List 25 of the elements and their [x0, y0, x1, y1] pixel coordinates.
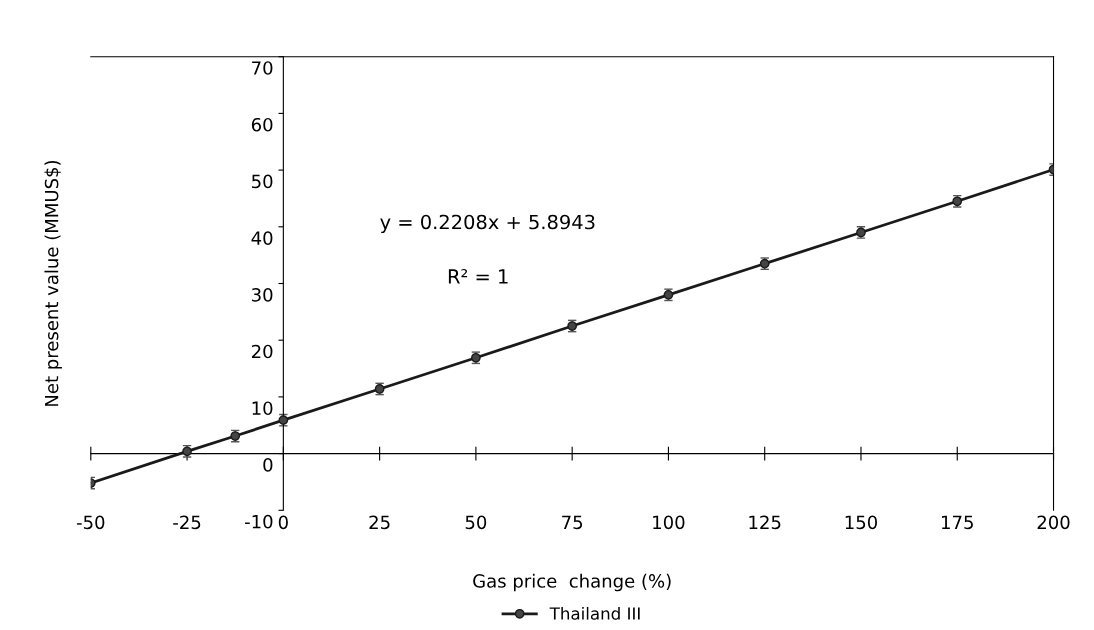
- y-tick-label: 60: [251, 117, 273, 132]
- y-tick-label: 10: [252, 401, 273, 416]
- x-tick-label: 50: [465, 515, 487, 530]
- y-axis-title: Net present value (MMUS$): [44, 160, 62, 406]
- x-tick-label: 75: [562, 515, 583, 530]
- x-tick-label: 150: [845, 515, 878, 530]
- y-tick-label: 0: [263, 458, 273, 472]
- y-tick-label: 20: [251, 344, 273, 359]
- y-tick-label: 30: [252, 287, 273, 302]
- x-tick-label: -50: [76, 515, 105, 530]
- x-tick-label: 125: [749, 515, 781, 530]
- annotation: R² = 1: [448, 269, 508, 284]
- y-tick-label: 70: [252, 61, 273, 75]
- x-tick-label: 175: [942, 515, 973, 530]
- x-tick-label: 25: [369, 515, 390, 530]
- x-tick-label: 200: [1037, 515, 1070, 530]
- y-tick-label: 50: [252, 174, 273, 189]
- x-tick-label: 100: [653, 515, 685, 530]
- y-tick-label: 40: [251, 231, 273, 245]
- x-tick-label: -25: [173, 515, 201, 530]
- x-tick-label: 0: [278, 515, 288, 530]
- y-tick-label: -10: [245, 514, 273, 529]
- x-axis-title: Gas price change (%): [473, 573, 671, 592]
- legend-label: Thailand III: [549, 606, 640, 620]
- annotation: y = 0.2208x + 5.8943: [380, 214, 595, 234]
